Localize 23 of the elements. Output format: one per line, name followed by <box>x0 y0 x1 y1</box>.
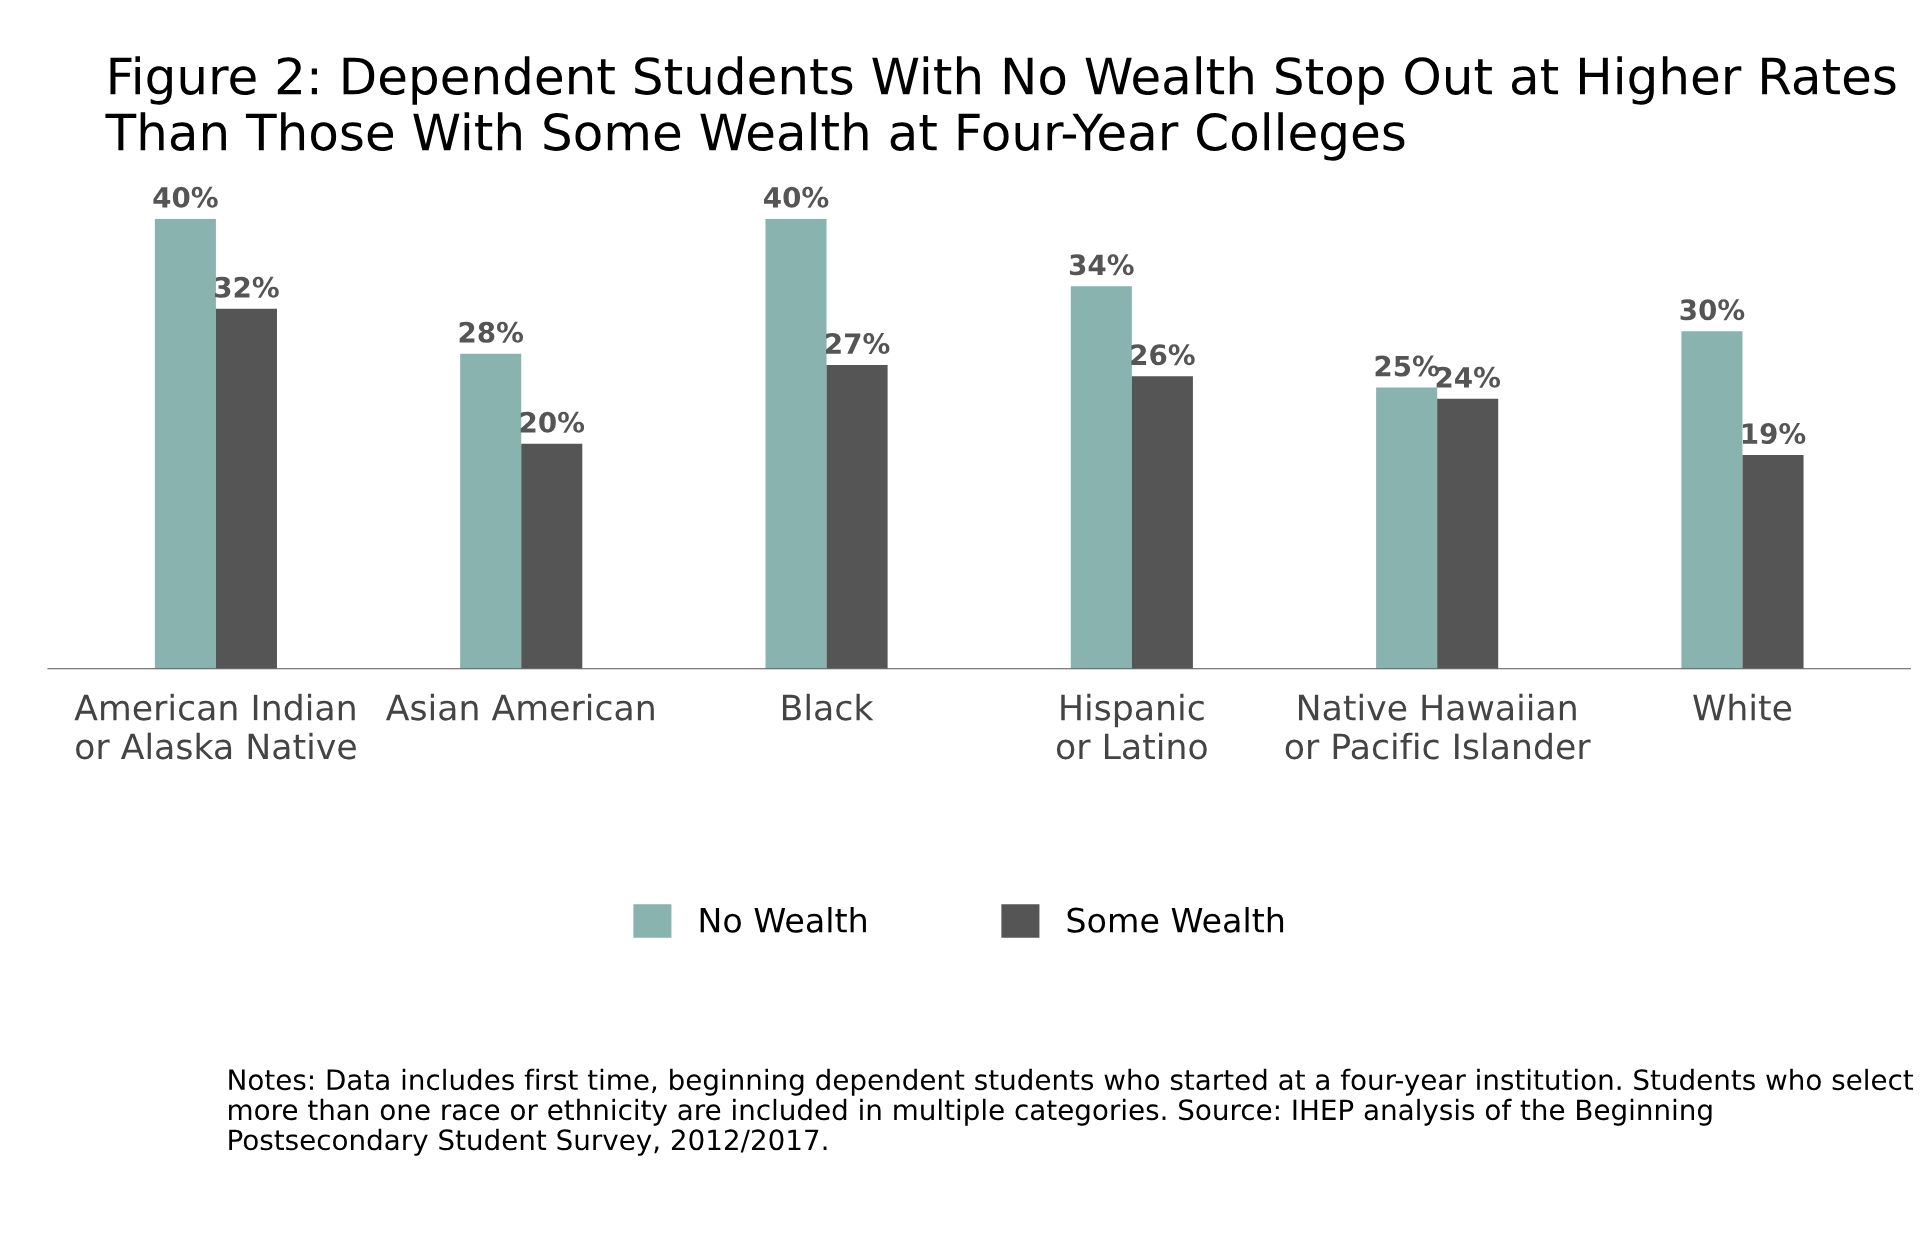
data-label: 19% <box>1742 423 1806 445</box>
bar <box>1681 331 1743 669</box>
data-label: 30% <box>1680 299 1745 321</box>
data-label: 40% <box>764 186 829 208</box>
x-tick-label: Hispanic or Latino <box>1056 693 1207 760</box>
data-label: 28% <box>459 321 524 343</box>
x-tick-label: Asian American <box>385 693 654 721</box>
bar <box>765 218 827 669</box>
x-tick-label: Black <box>782 693 874 721</box>
bar <box>460 353 522 669</box>
x-tick-label: Native Hawaiian or Pacific Islander <box>1285 693 1591 760</box>
bar <box>1376 387 1438 669</box>
text: Notes: Data includes first time, beginning dependent students who started at a four-year institution. Students who select more than one race or ethnicity are included in multiple categories. Source: IHEP analysis of the Beginning Postsecondary Student Survey, 2012/2017. <box>229 1068 1914 1156</box>
legend-label: Some Wealth <box>1067 907 1284 933</box>
x-tick-label: White <box>1693 693 1792 721</box>
data-label: 34% <box>1069 254 1134 276</box>
legend-label: No Wealth <box>700 907 866 933</box>
data-label: 40% <box>153 186 218 208</box>
bar <box>1070 286 1132 669</box>
x-tick-label: American Indian or Alaska Native <box>74 693 356 760</box>
data-label: 27% <box>826 333 890 355</box>
chart-title: Figure 2: Dependent Students With No Wealth Stop Out at Higher Rates Than Those With Some Wealth at Four-Year Colleges <box>105 56 1896 161</box>
bar <box>154 218 216 669</box>
